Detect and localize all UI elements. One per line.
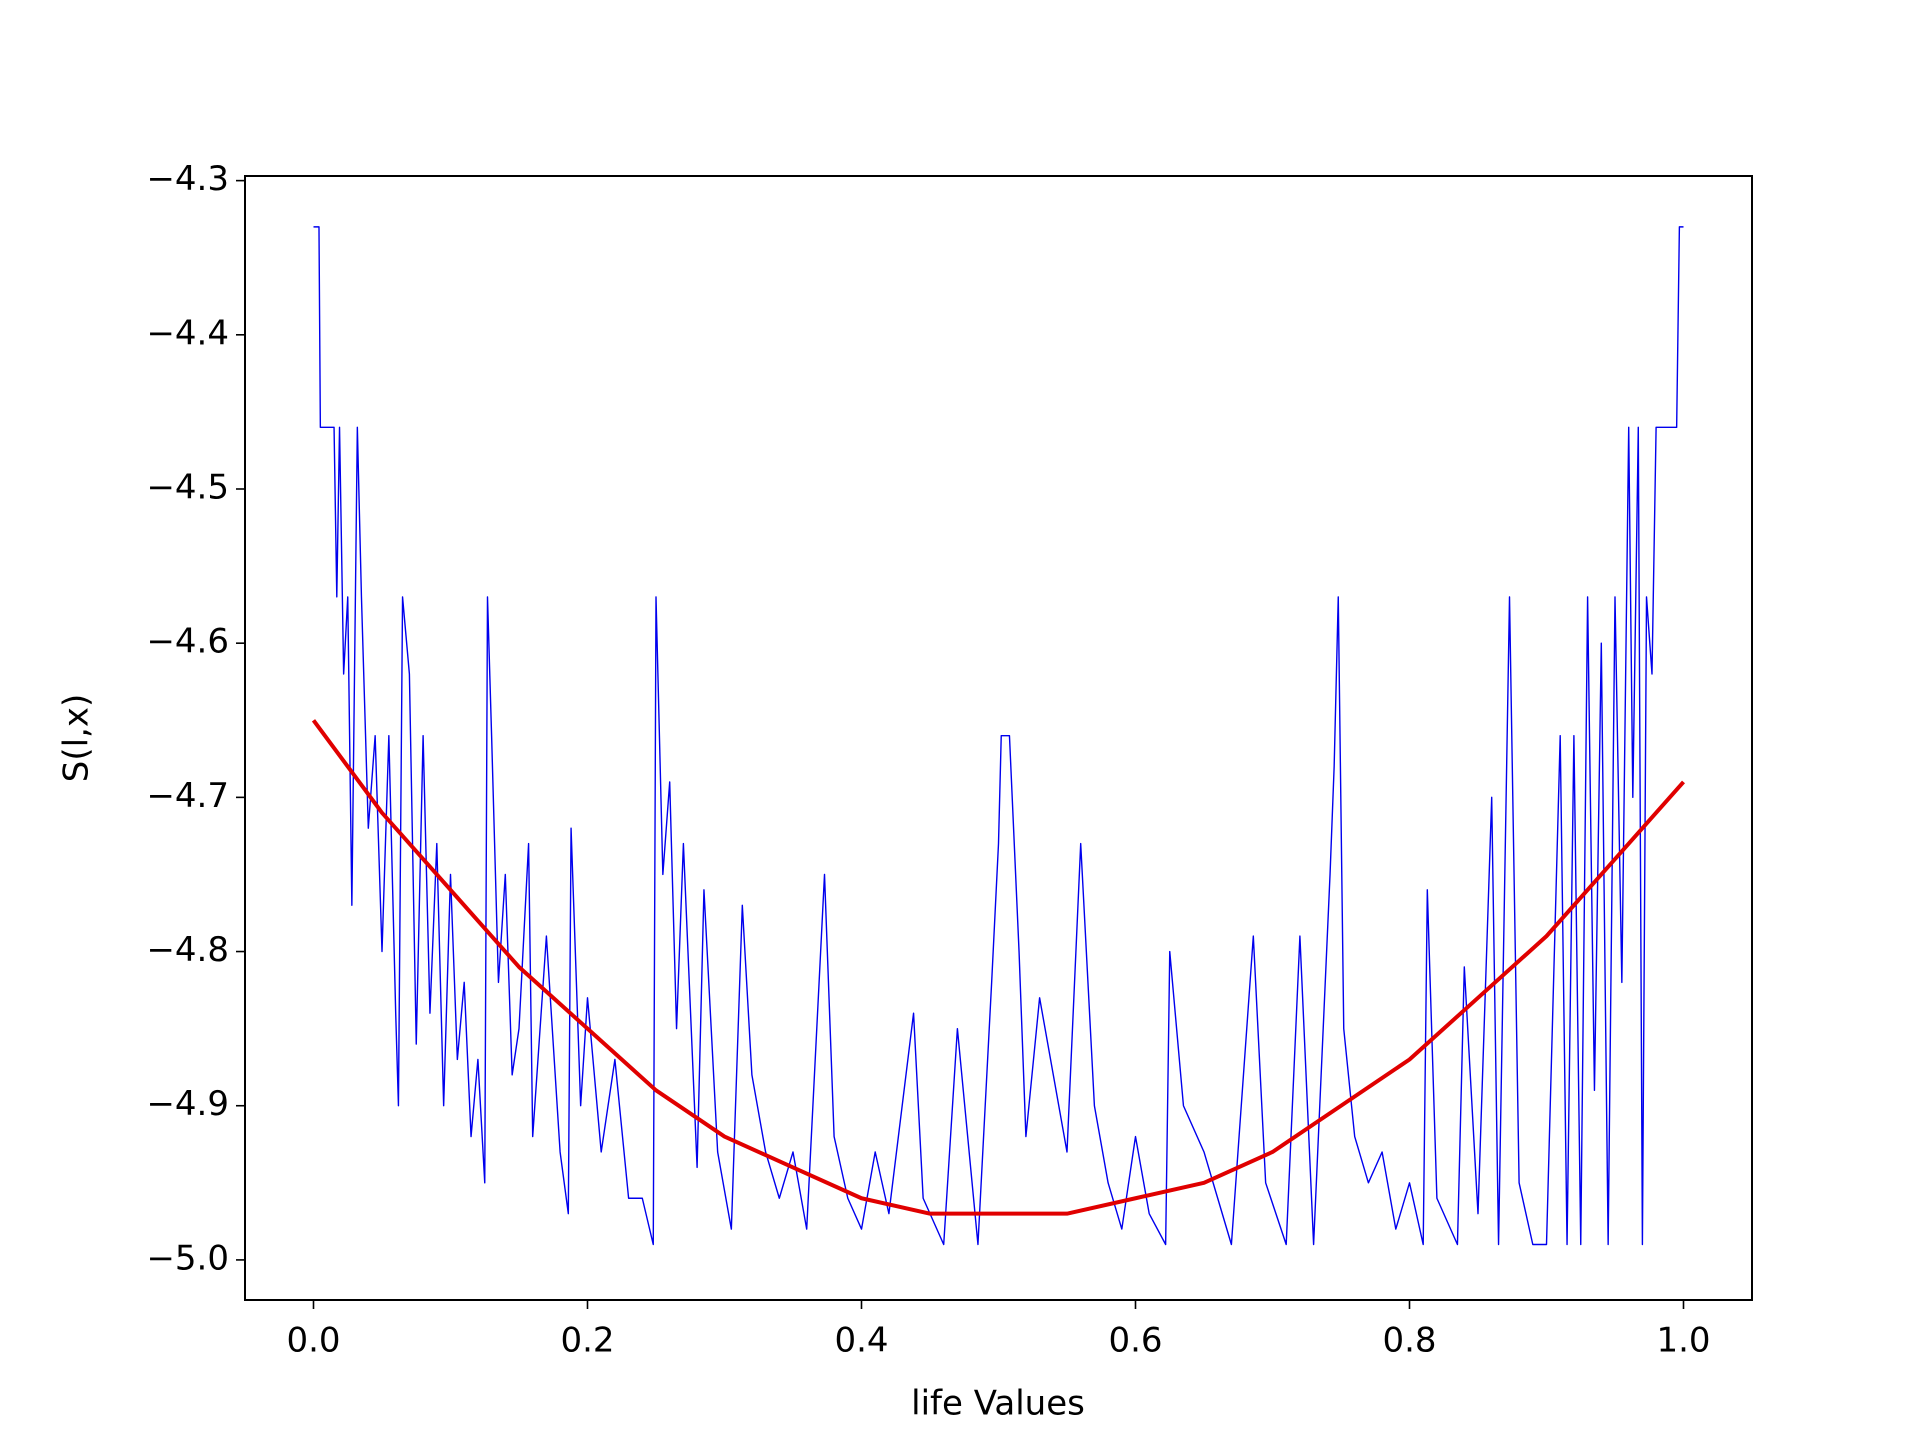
y-tick-label: −5.0 [146,1238,229,1278]
y-tick-label: −4.4 [146,313,229,353]
x-tick-label: 0.6 [1108,1321,1162,1361]
y-axis-label: S(l,x) [57,694,97,783]
y-tick-label: −4.3 [146,159,229,199]
x-tick-label: 0.0 [286,1321,340,1361]
y-tick-label: −4.6 [146,622,229,662]
series-line [313,226,1684,1246]
y-tick-label: −4.8 [146,930,229,970]
plot-frame [244,175,1753,1301]
x-tick-label: 0.8 [1382,1321,1436,1361]
x-axis-label: life Values [911,1384,1085,1424]
y-tick-label: −4.7 [146,776,229,816]
y-tick-label: −4.9 [146,1084,229,1124]
x-tick-label: 1.0 [1656,1321,1710,1361]
y-tick-label: −4.5 [146,467,229,507]
x-tick-label: 0.2 [560,1321,614,1361]
x-tick-label: 0.4 [834,1321,888,1361]
series-line [311,719,1685,1216]
